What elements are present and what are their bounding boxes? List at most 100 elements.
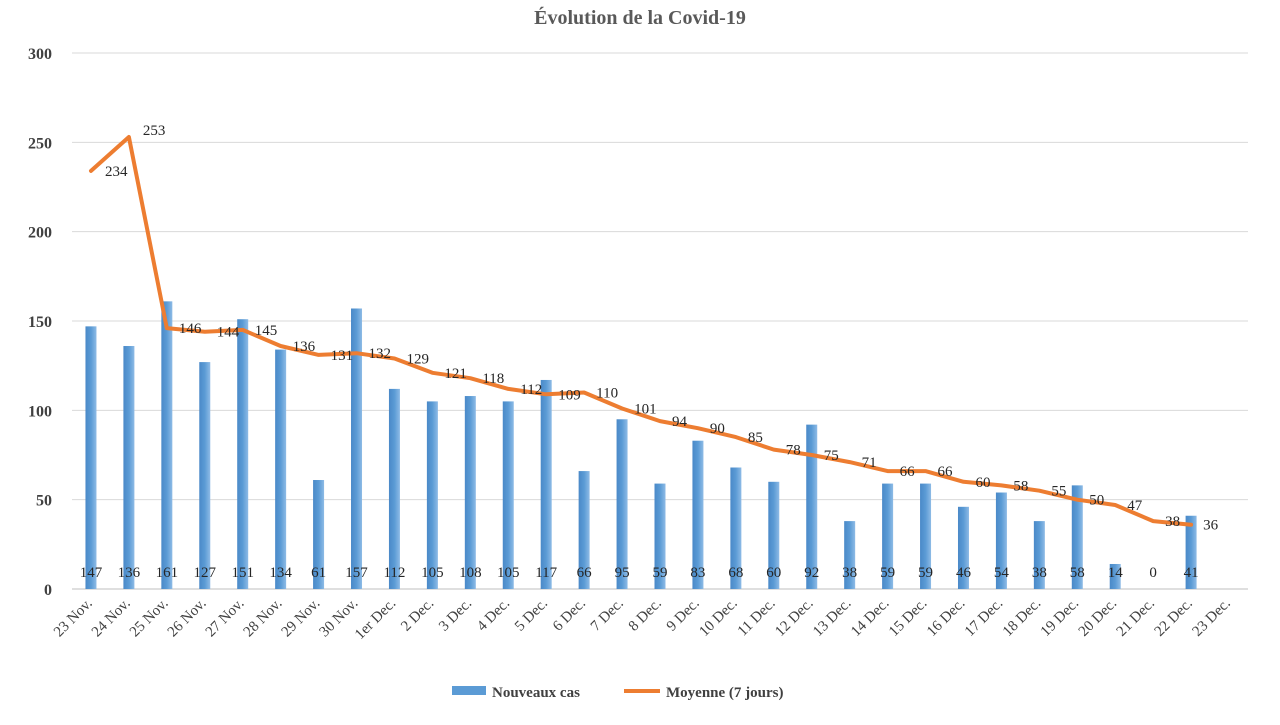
- line-value-label: 38: [1165, 514, 1180, 530]
- x-tick-label: 7 Dec.: [588, 596, 627, 635]
- bar: [957, 506, 969, 589]
- bar: [237, 319, 249, 589]
- y-tick-label: 300: [28, 46, 52, 63]
- line-value-label: 85: [748, 430, 763, 446]
- x-tick-label: 8 Dec.: [626, 596, 665, 635]
- bar: [351, 308, 363, 589]
- bar: [123, 346, 135, 589]
- x-tick-label: 5 Dec.: [512, 596, 551, 635]
- x-tick-label: 23 Dec.: [1190, 596, 1234, 640]
- bar: [85, 326, 97, 589]
- line-value-label: 71: [862, 455, 877, 471]
- line-value-label: 146: [179, 321, 202, 337]
- x-tick-label: 15 Dec.: [886, 596, 930, 640]
- x-tick-label: 21 Dec.: [1114, 596, 1158, 640]
- bar: [1071, 485, 1083, 589]
- x-tick-label: 25 Nov.: [127, 596, 172, 641]
- chart-title: Évolution de la Covid-19: [534, 6, 746, 29]
- bar: [161, 301, 173, 589]
- line-value-label: 121: [444, 366, 467, 382]
- x-tick-label: 19 Dec.: [1038, 596, 1082, 640]
- x-tick-label: 12 Dec.: [772, 596, 816, 640]
- y-tick-label: 150: [28, 314, 52, 331]
- line-value-label: 144: [217, 325, 240, 341]
- y-axis: 0 50 100 150 200 250 300: [28, 46, 52, 599]
- x-tick-label: 28 Nov.: [241, 596, 286, 641]
- line-data-labels: 234 253 146 144 145 136 131 132 129 121 118 112 109 1…: [105, 123, 1219, 534]
- x-tick-label: 29 Nov.: [279, 596, 324, 641]
- line-value-label: 50: [1089, 493, 1104, 509]
- line-value-label: 75: [824, 448, 839, 464]
- bar-value-label: 83: [690, 565, 705, 581]
- line-value-label: 145: [255, 323, 277, 339]
- bar-value-label: 105: [497, 565, 520, 581]
- legend-swatch-nouveaux-cas: [452, 686, 486, 695]
- line-value-label: 47: [1127, 498, 1143, 514]
- x-tick-label: 11 Dec.: [735, 596, 779, 640]
- bar: [768, 481, 780, 589]
- bar-value-label: 58: [1070, 565, 1085, 581]
- legend-label-moyenne: Moyenne (7 jours): [666, 685, 783, 701]
- bar-value-label: 59: [918, 565, 933, 581]
- bar-value-label: 0: [1149, 565, 1157, 581]
- line-value-label: 110: [596, 385, 618, 401]
- line-value-label: 234: [105, 164, 128, 180]
- bar-value-label: 41: [1184, 565, 1199, 581]
- bar: [313, 480, 325, 589]
- line-value-label: 66: [938, 464, 954, 480]
- line-value-label: 118: [482, 371, 504, 387]
- x-tick-label: 6 Dec.: [550, 596, 589, 635]
- bar-value-label: 95: [615, 565, 630, 581]
- bar-value-label: 127: [194, 565, 217, 581]
- bar-value-label: 54: [994, 565, 1010, 581]
- bar-value-label: 59: [880, 565, 895, 581]
- line-value-label: 94: [672, 414, 688, 430]
- bar-value-label: 68: [728, 565, 743, 581]
- bar-value-label: 112: [383, 565, 405, 581]
- legend-label-nouveaux-cas: Nouveaux cas: [492, 685, 580, 701]
- line-series: [89, 135, 1194, 527]
- bar: [730, 467, 742, 589]
- bar-data-labels: 147 136 161 127 151 134 61 157 112 105 108 105 117 66…: [80, 565, 1199, 581]
- x-tick-label: 2 Dec.: [398, 596, 437, 635]
- bar: [844, 521, 856, 589]
- bar-value-label: 108: [459, 565, 482, 581]
- bar-value-label: 161: [156, 565, 179, 581]
- bar-value-label: 14: [1108, 565, 1124, 581]
- line-value-label: 132: [369, 346, 392, 362]
- bar-value-label: 60: [766, 565, 781, 581]
- bar: [578, 471, 590, 589]
- bar: [616, 419, 628, 589]
- line-value-label: 101: [634, 402, 657, 418]
- x-tick-label: 27 Nov.: [203, 596, 248, 641]
- bar: [1109, 563, 1121, 589]
- x-tick-label: 13 Dec.: [810, 596, 854, 640]
- line-value-label: 58: [1013, 478, 1028, 494]
- bar: [502, 401, 514, 589]
- y-tick-label: 200: [28, 225, 52, 242]
- bar-value-label: 134: [269, 565, 292, 581]
- line-value-label: 129: [406, 352, 429, 368]
- x-tick-label: 3 Dec.: [436, 596, 475, 635]
- bar: [426, 401, 438, 589]
- line-value-label: 78: [786, 443, 801, 459]
- x-tick-label: 22 Dec.: [1152, 596, 1196, 640]
- bar-value-label: 151: [231, 565, 254, 581]
- bar-value-label: 157: [345, 565, 368, 581]
- average-line: [89, 135, 1194, 527]
- line-value-label: 90: [710, 421, 725, 437]
- x-tick-label: 16 Dec.: [924, 596, 968, 640]
- line-value-label: 55: [1051, 484, 1066, 500]
- x-tick-label: 26 Nov.: [165, 596, 210, 641]
- bar: [995, 492, 1007, 589]
- bar: [692, 440, 704, 589]
- y-tick-label: 50: [36, 493, 52, 510]
- bar-value-label: 61: [311, 565, 326, 581]
- line-value-label: 131: [331, 348, 354, 364]
- line-value-label: 112: [520, 382, 542, 398]
- bar: [1033, 521, 1045, 589]
- line-value-label: 253: [143, 123, 166, 139]
- line-value-label: 66: [900, 464, 916, 480]
